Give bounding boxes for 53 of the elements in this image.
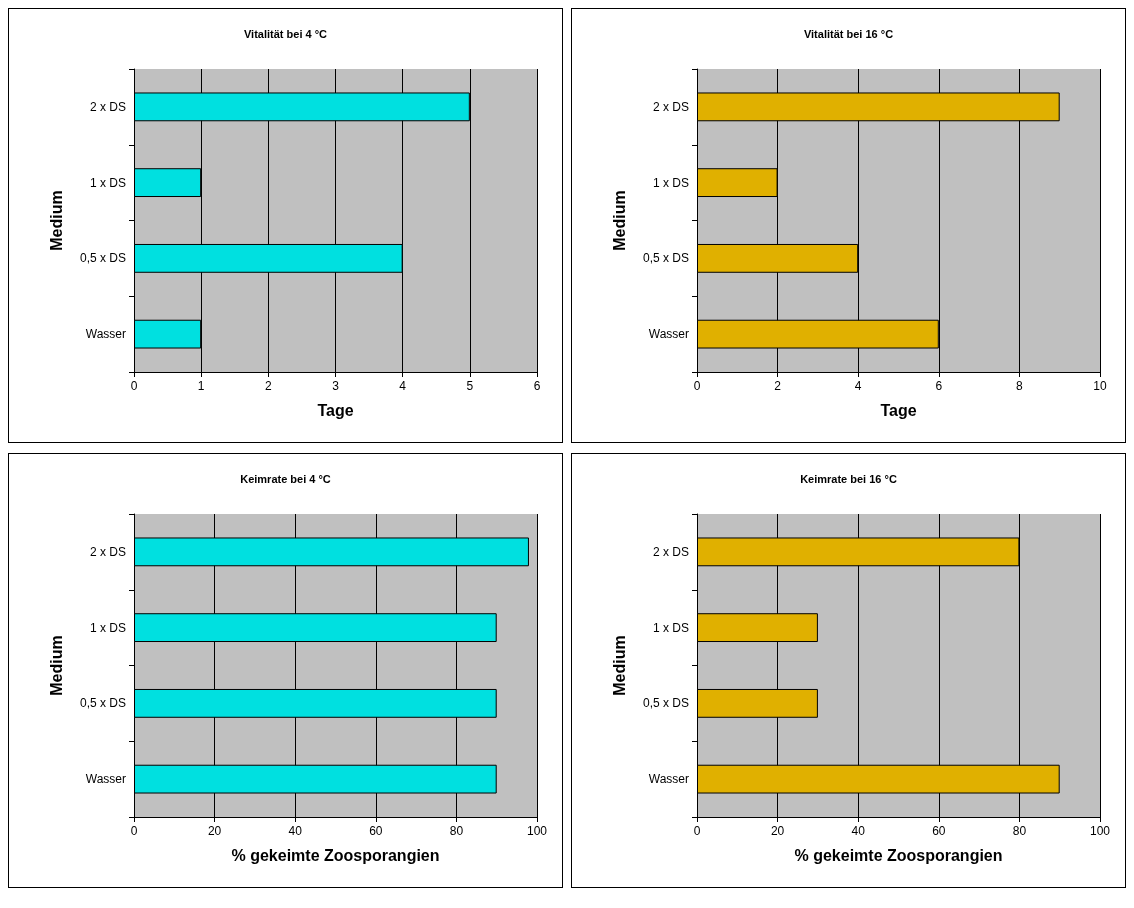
x-tick-label: 4: [399, 379, 407, 393]
y-tick-label: 2 x DS: [652, 99, 689, 114]
x-tick-label: 8: [1016, 379, 1024, 393]
x-tick-label: 60: [932, 824, 946, 838]
x-tick-label: 10: [1093, 379, 1107, 393]
x-tick-label: 80: [449, 824, 464, 838]
y-tick-label: 0,5 x DS: [642, 696, 689, 711]
x-axis-title: Tage: [317, 401, 354, 419]
y-tick-label: 2 x DS: [89, 99, 126, 114]
x-tick-label: 0: [130, 824, 138, 838]
y-tick-label: 0,5 x DS: [79, 251, 126, 266]
y-tick-label: 1 x DS: [652, 620, 689, 635]
x-tick-label: 0: [693, 379, 701, 393]
y-tick-label: Wasser: [648, 772, 689, 787]
x-tick-label: 40: [851, 824, 866, 838]
x-tick-label: 100: [526, 824, 548, 838]
x-tick-label: 2: [774, 379, 782, 393]
y-axis-title: Medium: [610, 190, 628, 251]
x-tick-label: 6: [533, 379, 541, 393]
x-tick-label: 5: [466, 379, 474, 393]
y-tick-label: 2 x DS: [89, 544, 126, 559]
y-tick-label: 2 x DS: [652, 544, 689, 559]
x-tick-label: 4: [854, 379, 862, 393]
x-tick-label: 100: [1089, 824, 1111, 838]
y-tick-label: Wasser: [85, 772, 126, 787]
y-tick-label: 1 x DS: [652, 175, 689, 190]
x-axis-title: % gekeimte Zoosporangien: [794, 846, 1003, 864]
chart-title: Vitalität bei 16 °C: [803, 27, 894, 40]
y-tick-label: 1 x DS: [89, 175, 126, 190]
y-tick-label: 1 x DS: [89, 620, 126, 635]
x-tick-label: 20: [207, 824, 222, 838]
chart-title: Vitalität bei 4 °C: [243, 27, 328, 40]
chart-title: Keimrate bei 16 °C: [800, 472, 897, 485]
x-tick-label: 40: [288, 824, 303, 838]
x-tick-label: 3: [332, 379, 340, 393]
x-tick-label: 0: [693, 824, 701, 838]
x-tick-label: 0: [130, 379, 138, 393]
x-axis-title: % gekeimte Zoosporangien: [231, 846, 440, 864]
y-tick-label: 0,5 x DS: [642, 251, 689, 266]
x-tick-label: 60: [369, 824, 383, 838]
x-tick-label: 2: [264, 379, 272, 393]
chart-title: Keimrate bei 4 °C: [240, 472, 331, 485]
y-tick-label: Wasser: [648, 327, 689, 342]
y-tick-label: Wasser: [85, 327, 126, 342]
x-tick-label: 1: [197, 379, 205, 393]
y-axis-title: Medium: [47, 635, 65, 696]
y-axis-title: Medium: [610, 635, 628, 696]
x-axis-title: Tage: [880, 401, 917, 419]
x-tick-label: 20: [770, 824, 785, 838]
y-tick-label: 0,5 x DS: [79, 696, 126, 711]
x-tick-label: 80: [1012, 824, 1027, 838]
y-axis-title: Medium: [47, 190, 65, 251]
x-tick-label: 6: [935, 379, 943, 393]
